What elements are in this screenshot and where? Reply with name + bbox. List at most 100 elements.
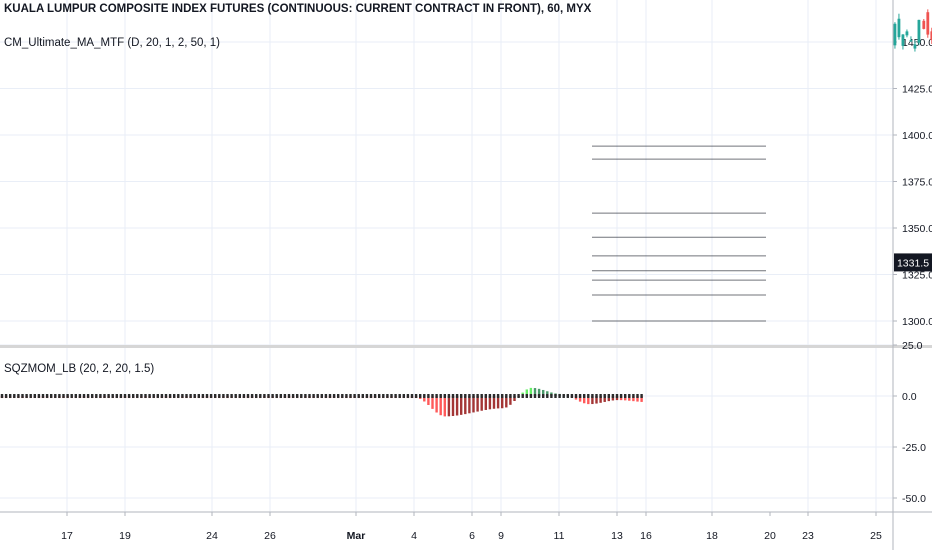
squeeze-dot <box>468 394 471 398</box>
time-axis-label: 23 <box>802 530 814 542</box>
squeeze-dot <box>505 394 508 398</box>
squeeze-dot <box>599 394 602 398</box>
momentum-bar <box>533 388 537 396</box>
squeeze-dot <box>214 394 217 398</box>
squeeze-dot <box>181 394 184 398</box>
squeeze-dot <box>304 394 307 398</box>
squeeze-dot <box>431 394 434 398</box>
momentum-bar <box>615 396 619 401</box>
squeeze-dot <box>345 394 348 398</box>
time-axis-label: 25 <box>870 530 882 542</box>
squeeze-dot <box>636 394 639 398</box>
momentum-bar <box>587 396 590 405</box>
squeeze-dot <box>578 394 582 398</box>
momentum-bar <box>546 391 549 396</box>
squeeze-dot <box>382 394 385 398</box>
squeeze-dot <box>619 394 623 398</box>
momentum-bar <box>505 396 508 408</box>
time-axis-label: 18 <box>706 530 718 542</box>
momentum-bar <box>632 396 635 402</box>
squeeze-dot <box>546 394 549 398</box>
ma-indicator-label: CM_Ultimate_MA_MTF (D, 20, 1, 2, 50, 1) <box>4 37 221 49</box>
squeeze-dot <box>29 394 32 398</box>
squeeze-dot <box>521 394 524 398</box>
momentum-bar <box>476 396 479 412</box>
squeeze-dot <box>152 394 155 398</box>
squeeze-dot <box>554 394 557 398</box>
squeeze-dot <box>218 394 221 398</box>
time-axis-label: 13 <box>611 530 623 542</box>
candle-body <box>930 31 932 40</box>
time-axis-label: 17 <box>61 530 73 542</box>
last-price-badge: 1331.5 <box>897 257 929 269</box>
squeeze-dot <box>33 394 36 398</box>
squeeze-dot <box>263 394 266 398</box>
momentum-bar <box>513 396 516 402</box>
time-axis-label: 4 <box>411 530 417 542</box>
price-axis-label: 1375.0 <box>902 177 932 189</box>
momentum-bar <box>423 396 426 402</box>
squeeze-dot <box>70 394 73 398</box>
squeeze-dot <box>464 394 467 398</box>
momentum-axis-label: -50.0 <box>902 493 926 505</box>
squeeze-dot <box>62 394 65 398</box>
squeeze-dot <box>25 394 28 398</box>
time-axis-label: 19 <box>119 530 131 542</box>
squeeze-dot <box>591 394 594 398</box>
squeeze-dot <box>250 394 254 398</box>
squeeze-dot <box>501 394 504 398</box>
squeeze-dot <box>332 394 336 398</box>
squeeze-dot <box>398 394 401 398</box>
squeeze-dot <box>357 394 360 398</box>
squeeze-dot <box>640 394 643 398</box>
squeeze-dot <box>50 394 53 398</box>
time-axis-label: 24 <box>206 530 218 542</box>
squeeze-dot <box>136 394 139 398</box>
squeeze-dot <box>41 394 45 398</box>
momentum-histogram <box>0 387 643 417</box>
squeeze-dot <box>238 394 241 398</box>
time-axis-label: 11 <box>554 530 565 542</box>
squeeze-dot <box>632 394 635 398</box>
squeeze-dot <box>341 394 344 398</box>
momentum-bar <box>431 396 434 409</box>
momentum-bar <box>480 396 483 411</box>
squeeze-dot <box>566 394 569 398</box>
squeeze-dot <box>562 394 565 398</box>
candle-body <box>897 18 901 38</box>
squeeze-dot <box>209 394 213 398</box>
price-axis-label: 1300.0 <box>902 316 932 328</box>
squeeze-dot <box>78 394 82 398</box>
squeeze-dot <box>115 394 118 398</box>
squeeze-dot <box>279 394 282 398</box>
momentum-bar <box>607 396 610 402</box>
momentum-bar <box>464 396 467 415</box>
squeeze-dot <box>513 394 516 398</box>
squeeze-dot <box>140 394 143 398</box>
momentum-axis-label: 25.0 <box>902 340 923 352</box>
candles <box>893 9 932 52</box>
squeeze-dot <box>624 394 627 398</box>
momentum-bar <box>525 389 528 396</box>
squeeze-dot <box>271 394 274 398</box>
momentum-bar <box>603 396 606 402</box>
momentum-bar <box>451 396 455 416</box>
squeeze-dot <box>423 394 426 398</box>
momentum-bar <box>488 396 492 410</box>
squeeze-dot <box>378 394 381 398</box>
squeeze-dot <box>58 394 61 398</box>
squeeze-dot <box>82 394 86 398</box>
squeeze-dot <box>37 394 41 398</box>
squeeze-dot <box>296 394 299 398</box>
squeeze-dot <box>460 394 463 398</box>
momentum-bar <box>619 396 623 401</box>
squeeze-dot <box>308 394 311 398</box>
squeeze-dot <box>164 394 168 398</box>
squeeze-dot <box>451 394 455 398</box>
squeeze-dot <box>13 394 16 398</box>
squeeze-dot <box>529 394 533 398</box>
squeeze-dot <box>300 394 303 398</box>
candle-body <box>893 23 897 46</box>
candle-body <box>922 20 926 29</box>
momentum-bar <box>455 396 459 416</box>
